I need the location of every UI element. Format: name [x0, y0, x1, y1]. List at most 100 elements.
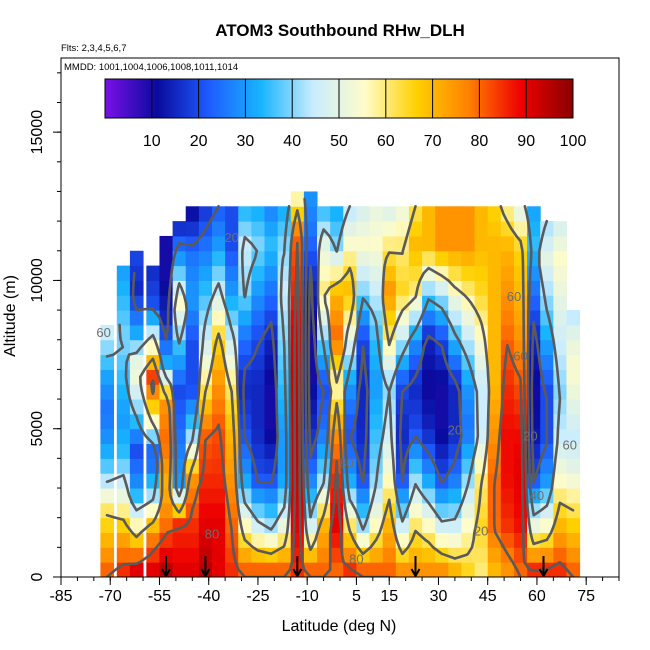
heatmap-cell	[395, 206, 410, 222]
heatmap-cell	[553, 250, 567, 267]
x-tick-label: -70	[99, 588, 122, 605]
heatmap-cell	[356, 235, 371, 252]
heatmap-cell	[251, 384, 266, 400]
heatmap-cell	[435, 324, 449, 341]
heatmap-cell	[129, 488, 144, 504]
heatmap-cell	[408, 502, 423, 519]
heatmap-cell	[487, 235, 502, 252]
heatmap-cell	[211, 235, 226, 252]
heatmap-cell	[553, 473, 567, 489]
heatmap-cell	[566, 354, 581, 370]
heatmap-cell	[435, 443, 449, 459]
heatmap-cell	[382, 547, 397, 563]
heatmap-cell	[382, 265, 397, 281]
heatmap-cell	[330, 384, 344, 400]
heatmap-cell	[395, 413, 410, 430]
heatmap-cell	[540, 235, 554, 252]
x-tick-label: 75	[577, 588, 595, 605]
heatmap-cell	[566, 443, 581, 459]
heatmap-cell	[264, 265, 279, 281]
heatmap-cell	[211, 310, 226, 326]
heatmap-cell	[251, 488, 266, 504]
heatmap-cell	[500, 413, 515, 430]
heatmap-cell	[553, 295, 567, 311]
heatmap-cell	[448, 221, 462, 237]
heatmap-cell	[566, 310, 581, 326]
heatmap-cell	[238, 295, 252, 311]
heatmap-cell	[448, 295, 462, 311]
heatmap-cell	[116, 413, 131, 430]
heatmap-cell	[198, 532, 213, 548]
heatmap-cell	[369, 369, 384, 385]
heatmap-cell	[198, 280, 213, 296]
heatmap-cell	[474, 250, 489, 267]
heatmap-cell	[185, 310, 200, 326]
heatmap-cell	[408, 443, 423, 459]
heatmap-cell	[211, 473, 226, 489]
heatmap-cell	[238, 547, 252, 563]
heatmap-cell	[185, 280, 200, 296]
heatmap-cell	[317, 532, 331, 548]
heatmap-cell	[251, 562, 266, 577]
heatmap-cell	[435, 250, 449, 267]
heatmap-cell	[435, 532, 449, 548]
heatmap-cell	[225, 265, 239, 281]
heatmap-cell	[448, 532, 462, 548]
heatmap-cell	[553, 413, 567, 430]
heatmap-cell	[330, 324, 344, 341]
heatmap-cell	[211, 399, 226, 415]
heatmap-cell	[461, 265, 476, 281]
heatmap-cell	[448, 206, 462, 222]
y-tick-label: 5000	[29, 411, 46, 447]
heatmap-cell	[527, 310, 541, 326]
heatmap-cell	[129, 354, 144, 370]
heatmap-cell	[277, 458, 292, 474]
heatmap-cell	[159, 265, 174, 281]
heatmap-cell	[527, 206, 541, 222]
heatmap-cell	[435, 488, 449, 504]
heatmap-cell	[129, 473, 144, 489]
heatmap-cell	[264, 502, 279, 519]
heatmap-cell	[277, 547, 292, 563]
heatmap-cell	[251, 206, 266, 222]
heatmap-cell	[211, 369, 226, 385]
heatmap-cell	[211, 517, 226, 534]
heatmap-cell	[116, 295, 131, 311]
heatmap-cell	[382, 354, 397, 370]
heatmap-cell	[500, 324, 515, 341]
heatmap-cell	[500, 295, 515, 311]
heatmap-cell	[100, 339, 115, 356]
heatmap-cell	[116, 280, 131, 296]
heatmap-cell	[129, 547, 144, 563]
heatmap-cell	[185, 517, 200, 534]
x-axis-label: Latitude (deg N)	[282, 618, 397, 635]
heatmap-cell	[448, 547, 462, 563]
heatmap-cell	[251, 517, 266, 534]
heatmap-cell	[474, 280, 489, 296]
heatmap-cell	[225, 221, 239, 237]
heatmap-cell	[303, 295, 318, 311]
heatmap-cell	[185, 339, 200, 356]
heatmap-cell	[566, 547, 581, 563]
heatmap-cell	[513, 517, 528, 534]
heatmap-cell	[198, 502, 213, 519]
heatmap-cell	[369, 221, 384, 237]
heatmap-cell	[146, 265, 160, 281]
heatmap-cell	[172, 399, 187, 415]
heatmap-cell	[100, 413, 115, 430]
heatmap-cell	[129, 324, 144, 341]
contour-labels: 20 60 60 60 80 20 20 60 40 80 80 20	[96, 230, 577, 567]
heatmap-cell	[487, 547, 502, 563]
heatmap-cell	[251, 413, 266, 430]
heatmap-cell	[461, 221, 476, 237]
heatmap-cell	[422, 399, 436, 415]
colorbar-tick-label: 90	[517, 133, 535, 150]
contour-line	[105, 241, 575, 577]
heatmap-cell	[225, 562, 239, 577]
heatmap-cell	[422, 280, 436, 296]
heatmap-cell	[527, 532, 541, 548]
x-tick-label: 45	[479, 588, 497, 605]
contour-label: 80	[349, 552, 363, 567]
heatmap-cell	[330, 206, 344, 222]
x-tick-label: -85	[49, 588, 72, 605]
